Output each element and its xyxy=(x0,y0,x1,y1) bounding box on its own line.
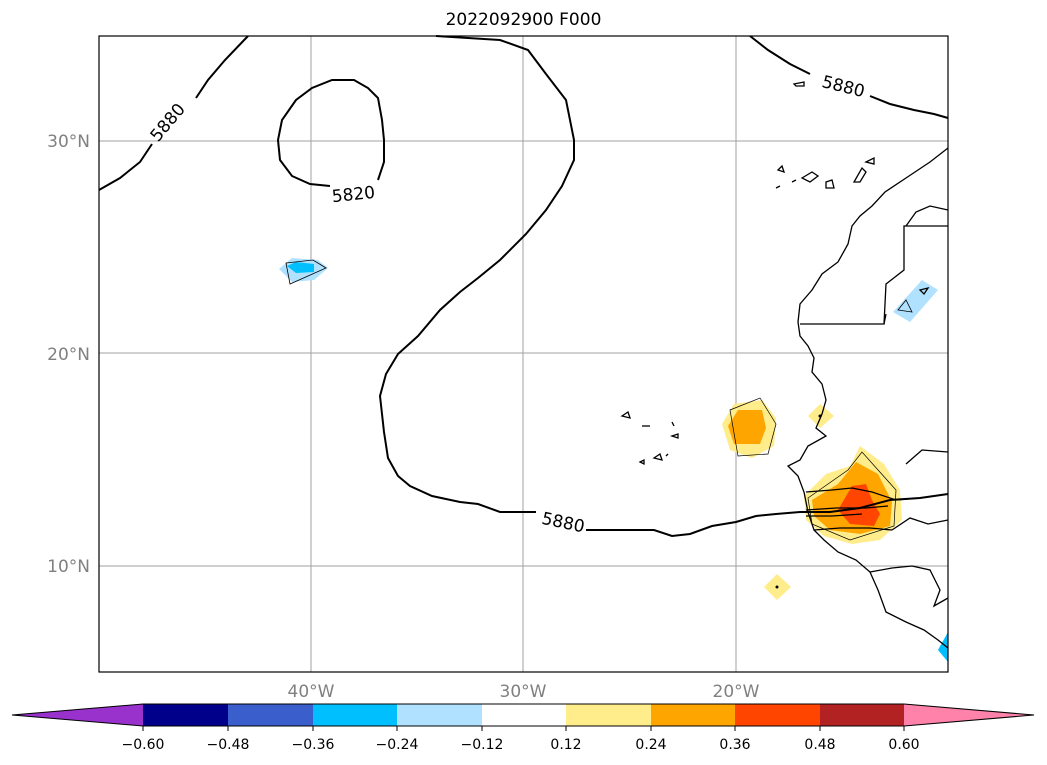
coast-island xyxy=(918,286,930,296)
border-wsahara xyxy=(883,313,887,325)
canary-island xyxy=(825,179,835,189)
africa-coastline xyxy=(786,147,949,649)
contour-5880-ne-b xyxy=(869,95,949,119)
colorbar-tick-label: −0.36 xyxy=(292,737,335,753)
colorbar-segment xyxy=(397,704,482,726)
height-contours xyxy=(98,35,949,538)
negative-anomaly-outline xyxy=(285,259,327,285)
colorbar-tick-label: −0.24 xyxy=(376,737,419,753)
map-frame xyxy=(98,35,949,673)
border-algeria xyxy=(905,205,949,227)
contour-5880-main xyxy=(378,35,575,513)
border-morocco xyxy=(800,225,948,325)
madeira-island xyxy=(792,81,805,87)
lat-label-20n: 20°N xyxy=(47,345,90,365)
canary-island xyxy=(776,164,786,174)
colorbar-extend-min xyxy=(12,704,143,726)
canary-island xyxy=(864,156,875,165)
lon-label-40w: 40°W xyxy=(288,682,335,702)
contour-label: 5820 xyxy=(331,183,376,207)
spot-marker xyxy=(775,585,779,589)
negative-anomaly-core xyxy=(287,262,314,273)
cape-verde-island xyxy=(620,410,631,419)
colorbar-segment xyxy=(228,704,313,726)
colorbar-segment xyxy=(651,704,735,726)
colorbar-segment xyxy=(735,704,820,726)
positive-anomaly-core-1 xyxy=(728,410,766,444)
colorbar-segment xyxy=(566,704,651,726)
colorbar-extend-max xyxy=(904,704,1034,726)
filled-contours xyxy=(279,258,948,662)
colorbar-tick-label: 0.12 xyxy=(550,737,581,753)
canary-island xyxy=(775,185,781,189)
cape-verde-island xyxy=(669,433,679,439)
colorbar-segment xyxy=(482,704,566,726)
map-title: 2022092900 F000 xyxy=(445,10,602,30)
lat-label-30n: 30°N xyxy=(47,132,90,152)
border-guinea-bissau xyxy=(813,527,893,531)
colorbar-ticks xyxy=(142,726,905,731)
colorbar: −0.60 −0.48 −0.36 −0.24 −0.12 0.12 0.24 … xyxy=(11,703,1035,753)
lat-label-10n: 10°N xyxy=(47,557,90,577)
colorbar-tick-label: 0.36 xyxy=(719,737,750,753)
positive-anomaly-outline-1 xyxy=(729,397,777,457)
colorbar-segment xyxy=(143,704,228,726)
border-gambia-2 xyxy=(806,513,863,517)
contour-5880-west-a xyxy=(98,143,153,191)
canary-island xyxy=(800,171,820,183)
graticule xyxy=(99,36,948,672)
canary-island xyxy=(791,179,797,183)
colorbar-tick-label: 0.60 xyxy=(888,737,919,753)
canary-island xyxy=(852,166,867,183)
positive-anomaly-outline-2 xyxy=(807,451,897,541)
contour-5880-south xyxy=(586,493,949,538)
colorbar-segment xyxy=(820,704,904,726)
colorbar-tick-label: −0.12 xyxy=(461,737,504,753)
colorbar-tick-label: 0.24 xyxy=(635,737,666,753)
border-guinea xyxy=(891,517,949,531)
colorbar-tick-label: −0.60 xyxy=(122,737,165,753)
colorbar-tick-label: 0.48 xyxy=(804,737,835,753)
contour-5880-west-b xyxy=(195,35,249,99)
lon-label-30w: 30°W xyxy=(500,682,547,702)
map-panel: 5880 5820 5880 5880 xyxy=(98,35,949,673)
colorbar-segment xyxy=(313,704,397,726)
cape-verde-island xyxy=(665,453,669,457)
border-gambia xyxy=(805,505,889,511)
cape-verde-island xyxy=(638,458,645,466)
negative-anomaly-edge xyxy=(938,632,948,662)
cape-verde-island xyxy=(671,421,675,427)
border-mauritania xyxy=(905,449,949,465)
cape-verde-island xyxy=(652,452,663,461)
contour-5880-ne-a xyxy=(749,35,811,75)
axis-labels: 30°N 20°N 10°N 40°W 30°W 20°W xyxy=(47,132,760,702)
contour-5820-low xyxy=(276,79,385,187)
colorbar-tick-label: −0.48 xyxy=(207,737,250,753)
border-sierra-leone xyxy=(869,565,949,608)
lon-label-20w: 20°W xyxy=(713,682,760,702)
negative-anomaly-outline-africa xyxy=(897,299,913,313)
